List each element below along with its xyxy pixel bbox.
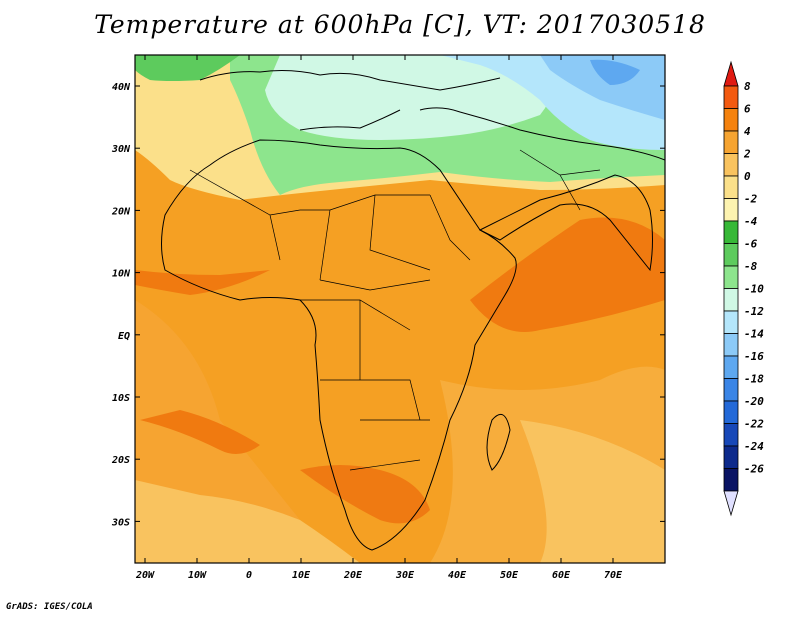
- colorbar-max-triangle: [723, 60, 739, 87]
- colorbar-label: -10: [744, 283, 764, 296]
- colorbar-swatch: [723, 468, 739, 492]
- lon-label: 10E: [292, 570, 311, 581]
- lon-label: 60E: [552, 570, 571, 581]
- lat-label: EQ: [118, 331, 130, 342]
- colorbar-swatch: [723, 175, 739, 199]
- lat-axis-labels: 40N 30N 20N 10N EQ 10S 20S 30S: [111, 82, 131, 528]
- colorbar-label: -4: [744, 215, 758, 228]
- colorbar-label: -8: [744, 260, 758, 273]
- colorbar-swatch: [723, 333, 739, 357]
- lat-label: 20S: [111, 455, 130, 466]
- colorbar-label: -12: [744, 305, 764, 318]
- lat-label: 40N: [112, 82, 131, 93]
- colorbar-label: -24: [744, 440, 764, 453]
- colorbar-swatch: [723, 423, 739, 447]
- colorbar: 8 6 4 2 0 -2 -4 -6 -8 -10 -12 -14 -16 -18 -20 -22 -24 -26: [723, 60, 764, 517]
- colorbar-label: -20: [744, 395, 764, 408]
- lon-label: 20W: [135, 570, 155, 581]
- colorbar-swatch: [723, 108, 739, 132]
- colorbar-swatch: [723, 220, 739, 244]
- colorbar-label: -14: [744, 328, 764, 341]
- lon-label: 10W: [188, 570, 207, 581]
- lat-label: 20N: [111, 206, 131, 217]
- colorbar-label: -18: [744, 373, 764, 386]
- colorbar-label: 4: [744, 125, 751, 138]
- colorbar-swatch: [723, 153, 739, 177]
- country-borders: [189, 149, 601, 471]
- lon-label: 40E: [448, 570, 467, 581]
- colorbar-swatch: [723, 85, 739, 109]
- colorbar-label: -2: [744, 193, 758, 206]
- colorbar-min-triangle: [723, 490, 739, 517]
- lon-label: 30E: [395, 570, 415, 581]
- footer-credit: GrADS: IGES/COLA: [6, 602, 93, 612]
- colorbar-swatch: [723, 310, 739, 334]
- colorbar-label: 2: [743, 148, 751, 161]
- colorbar-swatch: [723, 400, 739, 424]
- lat-label: 10N: [112, 269, 131, 280]
- plot-frame: [134, 54, 666, 564]
- axis-ticks: [135, 55, 665, 563]
- lat-label: 30N: [111, 144, 131, 155]
- colorbar-swatch: [723, 198, 739, 222]
- colorbar-swatch: [723, 445, 739, 469]
- lon-label: 70E: [604, 570, 623, 581]
- coastlines: [161, 70, 665, 551]
- colorbar-label: -22: [744, 418, 764, 431]
- lat-label: 30S: [111, 517, 130, 528]
- temperature-field: [135, 55, 665, 563]
- colorbar-swatch: [723, 378, 739, 402]
- colorbar-label: -16: [744, 350, 764, 363]
- colorbar-label: -6: [744, 238, 758, 251]
- lon-label: 0: [246, 570, 252, 581]
- colorbar-label: 6: [744, 103, 751, 116]
- colorbar-label: 8: [744, 80, 751, 93]
- lon-axis-labels: 20W 10W 0 10E 20E 30E 40E 50E 60E 70E: [135, 570, 623, 581]
- colorbar-label: -26: [744, 463, 764, 476]
- colorbar-swatch: [723, 355, 739, 379]
- lon-label: 20E: [343, 570, 363, 581]
- colorbar-label: 0: [744, 170, 751, 183]
- colorbar-swatch: [723, 265, 739, 289]
- colorbar-swatch: [723, 288, 739, 312]
- lat-label: 10S: [112, 393, 130, 404]
- lon-label: 50E: [500, 570, 519, 581]
- colorbar-swatch: [723, 243, 739, 267]
- map-title: Temperature at 600hPa [C], VT: 201703051…: [94, 10, 706, 39]
- colorbar-swatch: [723, 130, 739, 154]
